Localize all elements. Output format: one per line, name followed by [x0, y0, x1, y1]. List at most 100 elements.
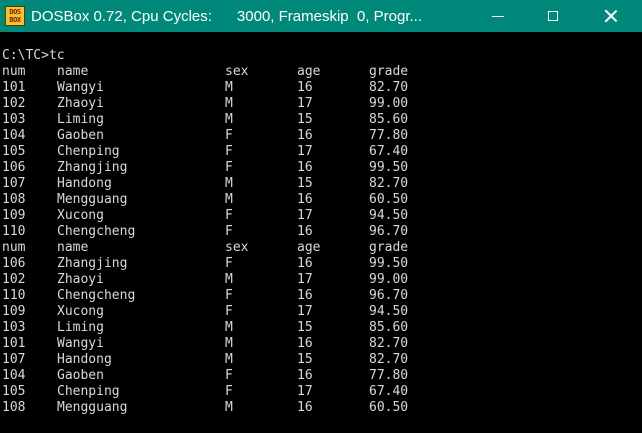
cell-sex: F: [225, 128, 233, 143]
table-row: 108 Mengguang M 16 60.50: [0, 192, 642, 208]
maximize-icon: [548, 11, 558, 21]
cell-num: 107: [2, 352, 26, 367]
command-prompt-line: C:\TC>tc: [2, 48, 65, 63]
cell-age: 16: [297, 224, 313, 239]
cell-num: 104: [2, 368, 26, 383]
title-bar[interactable]: DOS BOX DOSBox 0.72, Cpu Cycles: 3000, F…: [0, 0, 642, 32]
header-grade: grade: [369, 240, 409, 255]
table-row: 104 Gaoben F 16 77.80: [0, 368, 642, 384]
cell-age: 16: [297, 400, 313, 415]
cell-sex: F: [225, 224, 233, 239]
table-row: 105 Chenping F 17 67.40: [0, 384, 642, 400]
table-row: 110 Chengcheng F 16 96.70: [0, 224, 642, 240]
cell-age: 16: [297, 160, 313, 175]
cell-sex: M: [225, 112, 233, 127]
cell-num: 106: [2, 256, 26, 271]
cell-age: 16: [297, 336, 313, 351]
cell-num: 101: [2, 336, 26, 351]
table-row: 102 Zhaoyi M 17 99.00: [0, 272, 642, 288]
table-header-row: num name sex age grade: [0, 64, 642, 80]
cell-grade: 82.70: [369, 352, 409, 367]
maximize-button[interactable]: [530, 0, 576, 32]
table-row: 106 Zhangjing F 16 99.50: [0, 256, 642, 272]
cell-name: Gaoben: [57, 368, 104, 383]
table-row: 101 Wangyi M 16 82.70: [0, 80, 642, 96]
cell-sex: M: [225, 336, 233, 351]
cell-num: 106: [2, 160, 26, 175]
cell-num: 108: [2, 192, 26, 207]
close-icon: [604, 9, 618, 23]
cell-grade: 99.00: [369, 96, 409, 111]
cell-sex: F: [225, 160, 233, 175]
cell-name: Liming: [57, 320, 104, 335]
cell-age: 17: [297, 144, 313, 159]
cell-name: Zhangjing: [57, 160, 128, 175]
cell-grade: 99.00: [369, 272, 409, 287]
cell-name: Wangyi: [57, 80, 104, 95]
dosbox-icon[interactable]: DOS BOX: [5, 6, 25, 26]
cell-grade: 94.50: [369, 208, 409, 223]
cell-name: Wangyi: [57, 336, 104, 351]
window-title: DOSBox 0.72, Cpu Cycles: 3000, Frameskip…: [31, 8, 422, 25]
cell-sex: M: [225, 400, 233, 415]
console-area[interactable]: C:\TC>tc num name sex age grade 101 Wangyi M 16 8…: [0, 32, 642, 433]
cell-num: 101: [2, 80, 26, 95]
cell-sex: M: [225, 96, 233, 111]
table-row: 107 Handong M 15 82.70: [0, 352, 642, 368]
cell-age: 15: [297, 112, 313, 127]
cell-grade: 96.70: [369, 224, 409, 239]
cell-name: Chengcheng: [57, 224, 136, 239]
cell-age: 16: [297, 192, 313, 207]
cell-num: 102: [2, 96, 26, 111]
cell-grade: 77.80: [369, 128, 409, 143]
header-age: age: [297, 64, 321, 79]
cell-name: Liming: [57, 112, 104, 127]
cell-name: Zhaoyi: [57, 272, 104, 287]
minimize-button[interactable]: [475, 0, 521, 32]
cell-grade: 85.60: [369, 112, 409, 127]
header-grade: grade: [369, 64, 409, 79]
cell-name: Xucong: [57, 304, 104, 319]
cell-sex: F: [225, 288, 233, 303]
cell-name: Chenping: [57, 144, 120, 159]
cell-name: Mengguang: [57, 192, 128, 207]
cell-age: 17: [297, 96, 313, 111]
cell-num: 108: [2, 400, 26, 415]
cell-num: 110: [2, 288, 26, 303]
cell-age: 17: [297, 272, 313, 287]
header-name: name: [57, 64, 89, 79]
cell-sex: M: [225, 320, 233, 335]
cell-sex: M: [225, 176, 233, 191]
cell-grade: 60.50: [369, 192, 409, 207]
cell-grade: 77.80: [369, 368, 409, 383]
cell-grade: 99.50: [369, 160, 409, 175]
close-button[interactable]: [588, 0, 634, 32]
table-row: 107 Handong M 15 82.70: [0, 176, 642, 192]
icon-label-top: DOS: [9, 8, 21, 16]
cell-grade: 82.70: [369, 336, 409, 351]
cell-sex: M: [225, 352, 233, 367]
cell-num: 105: [2, 384, 26, 399]
header-sex: sex: [225, 64, 249, 79]
cell-num: 103: [2, 112, 26, 127]
cell-age: 16: [297, 80, 313, 95]
table-row: 109 Xucong F 17 94.50: [0, 208, 642, 224]
cell-name: Chengcheng: [57, 288, 136, 303]
table-row: 104 Gaoben F 16 77.80: [0, 128, 642, 144]
table-row: 101 Wangyi M 16 82.70: [0, 336, 642, 352]
cell-sex: M: [225, 272, 233, 287]
cell-grade: 67.40: [369, 144, 409, 159]
table-header-row: num name sex age grade: [0, 240, 642, 256]
cell-age: 16: [297, 128, 313, 143]
cell-age: 16: [297, 288, 313, 303]
output-tables: num name sex age grade 101 Wangyi M 16 82.70 102 Zh…: [0, 64, 642, 416]
cell-num: 110: [2, 224, 26, 239]
cell-num: 105: [2, 144, 26, 159]
cell-name: Gaoben: [57, 128, 104, 143]
cell-name: Zhaoyi: [57, 96, 104, 111]
table-row: 108 Mengguang M 16 60.50: [0, 400, 642, 416]
cell-grade: 99.50: [369, 256, 409, 271]
table-row: 110 Chengcheng F 16 96.70: [0, 288, 642, 304]
cell-name: Xucong: [57, 208, 104, 223]
cell-grade: 82.70: [369, 176, 409, 191]
